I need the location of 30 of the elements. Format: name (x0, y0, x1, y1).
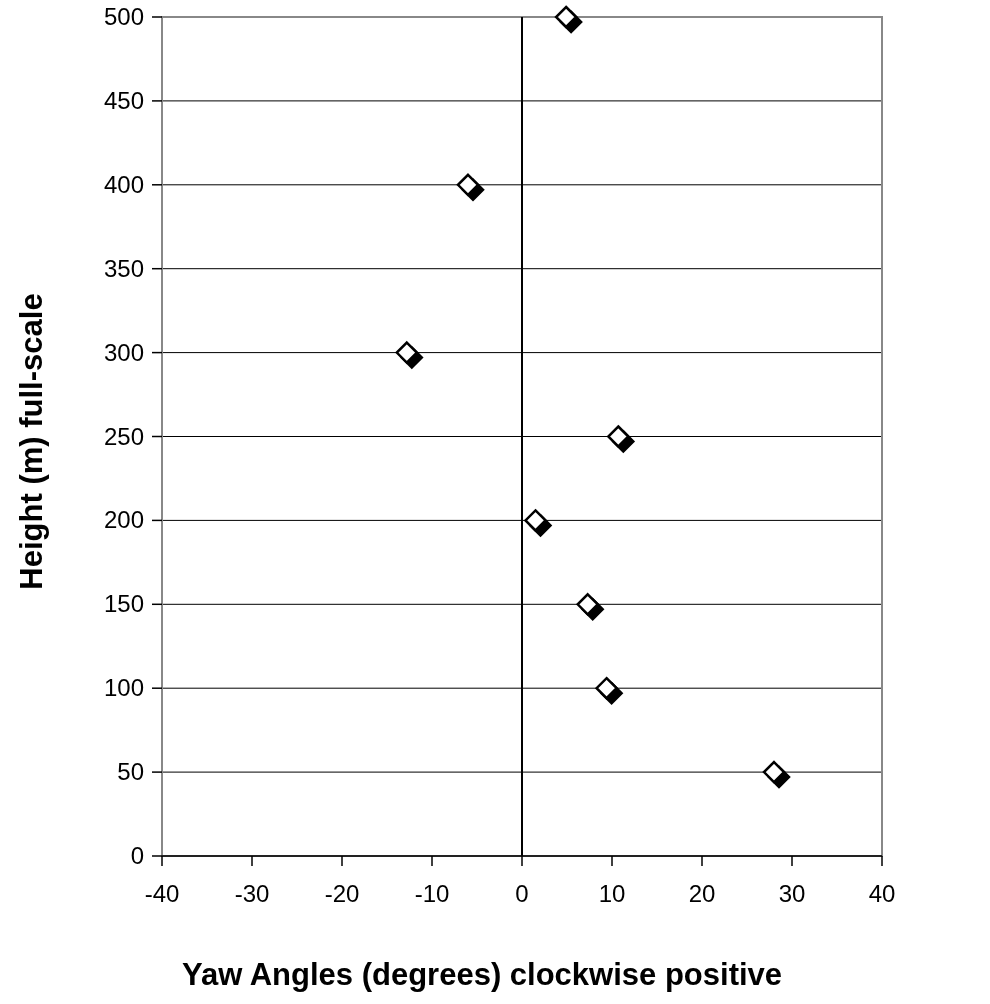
y-axis-title: Height (m) full-scale (14, 293, 49, 590)
x-tick-label: 30 (778, 880, 806, 907)
point (554, 5, 578, 29)
x-tick-label: 0 (515, 880, 529, 907)
x-tick-label: -30 (234, 880, 270, 907)
x-tick-label: -40 (144, 880, 180, 907)
y-tick-label: 200 (103, 506, 144, 534)
x-tick-label: 40 (868, 880, 896, 907)
point (762, 760, 786, 784)
x-tick-label: 20 (688, 880, 716, 907)
point (607, 425, 630, 448)
point (595, 676, 618, 700)
y-tick-label: 450 (103, 86, 144, 114)
y-tick-label: 150 (103, 590, 144, 618)
y-tick-label: 500 (103, 3, 144, 30)
x-tick-label: -10 (414, 880, 450, 907)
x-tick-label: 10 (598, 880, 626, 907)
point (456, 173, 480, 197)
x-tick-label: -20 (324, 880, 360, 907)
point (576, 593, 599, 616)
y-tick-label: 0 (130, 842, 144, 869)
y-tick-label: 250 (103, 422, 144, 450)
y-tick-label: 50 (117, 758, 144, 786)
x-axis-title: Yaw Angles (degrees) clockwise positive (181, 957, 783, 992)
point (524, 509, 547, 532)
y-tick-label: 300 (103, 338, 144, 366)
point (395, 341, 419, 364)
y-tick-label: 100 (103, 674, 144, 702)
y-tick-label: 400 (103, 170, 144, 198)
y-tick-label: 350 (103, 254, 144, 282)
